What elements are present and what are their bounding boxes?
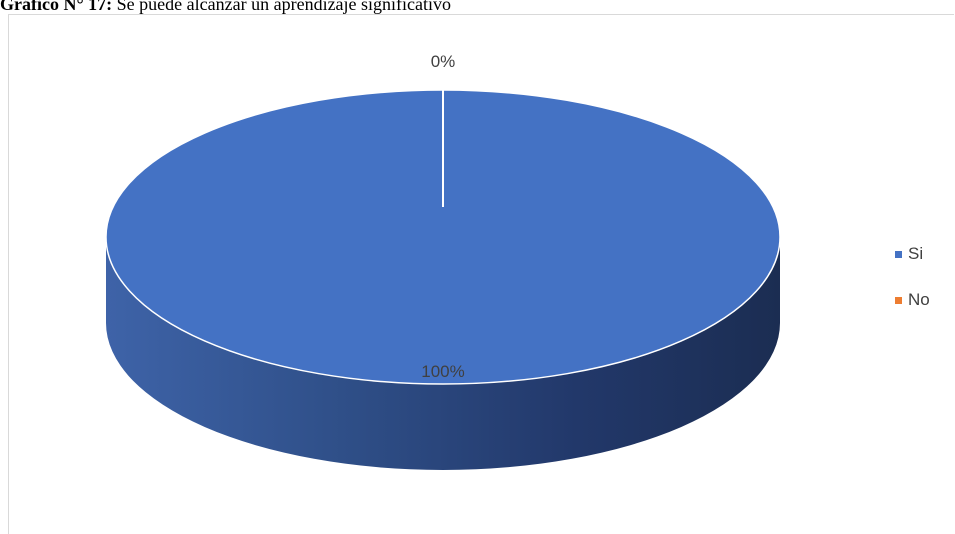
data-label-si: 100% (421, 362, 464, 381)
data-label-no: 0% (431, 52, 456, 71)
figure-caption: Gráfico N° 17: Se puede alcanzar un apre… (0, 0, 955, 14)
legend-label-si: Si (908, 244, 924, 263)
caption-number: Gráfico N° 17: (0, 0, 113, 14)
caption-text: Se puede alcanzar un aprendizaje signifi… (112, 0, 452, 14)
chart-area (8, 14, 954, 534)
legend-swatch-no (895, 296, 902, 304)
legend-swatch-si (895, 250, 902, 258)
legend-label-no: No (908, 290, 930, 309)
pie-side-wall (106, 237, 780, 470)
legend-item-si: Si (895, 243, 930, 265)
legend: Si No (895, 243, 930, 335)
legend-item-no: No (895, 289, 930, 311)
